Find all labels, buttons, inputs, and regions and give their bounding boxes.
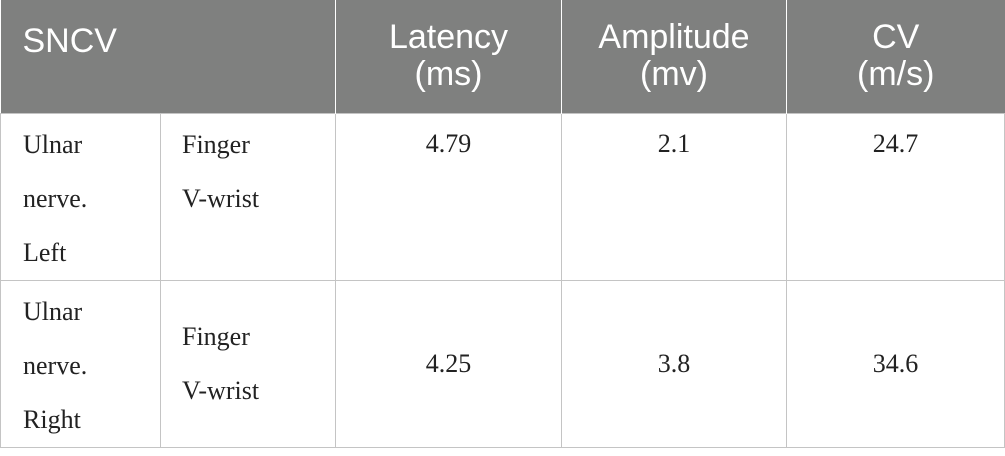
- header-cv-label: CV: [872, 18, 920, 57]
- header-cv-unit: (m/s): [857, 55, 935, 94]
- nerve-line: Ulnar: [23, 129, 83, 159]
- table-row: Ulnar nerve. Left Finger V-wrist 4.79 2.…: [0, 112, 1005, 281]
- nerve-line: nerve.: [23, 183, 88, 213]
- latency-cell: 4.79: [335, 112, 562, 281]
- amplitude-cell: 3.8: [561, 279, 787, 448]
- cv-cell: 24.7: [786, 112, 1005, 281]
- header-latency: Latency (ms): [335, 0, 562, 113]
- cv-cell: 34.6: [786, 279, 1005, 448]
- nerve-cell: Ulnar nerve. Right: [0, 279, 161, 448]
- segment-line: Finger: [182, 129, 250, 159]
- nerve-line: Left: [23, 237, 67, 267]
- amplitude-cell: 2.1: [561, 112, 787, 281]
- segment-cell: Finger V-wrist: [160, 112, 336, 281]
- header-latency-label: Latency: [388, 18, 509, 57]
- nerve-line: nerve.: [23, 350, 88, 380]
- segment-cell: Finger V-wrist: [160, 279, 336, 448]
- header-amplitude: Amplitude (mv): [561, 0, 787, 113]
- header-sncv: SNCV: [0, 0, 336, 113]
- nerve-cell: Ulnar nerve. Left: [0, 112, 161, 281]
- header-row: SNCV Latency (ms) Amplitude (mv) CV (m/s…: [0, 0, 1005, 113]
- segment-line: V-wrist: [182, 375, 260, 405]
- segment-line: Finger: [182, 321, 250, 351]
- header-amplitude-label: Amplitude: [598, 18, 750, 57]
- header-latency-unit: (ms): [414, 55, 483, 94]
- segment-line: V-wrist: [182, 183, 260, 213]
- latency-cell: 4.25: [335, 279, 562, 448]
- header-cv: CV (m/s): [786, 0, 1005, 113]
- nerve-line: Ulnar: [23, 296, 83, 326]
- header-amplitude-unit: (mv): [640, 55, 708, 94]
- nerve-line: Right: [23, 404, 81, 434]
- table-row: Ulnar nerve. Right Finger V-wrist 4.25 3…: [0, 279, 1005, 448]
